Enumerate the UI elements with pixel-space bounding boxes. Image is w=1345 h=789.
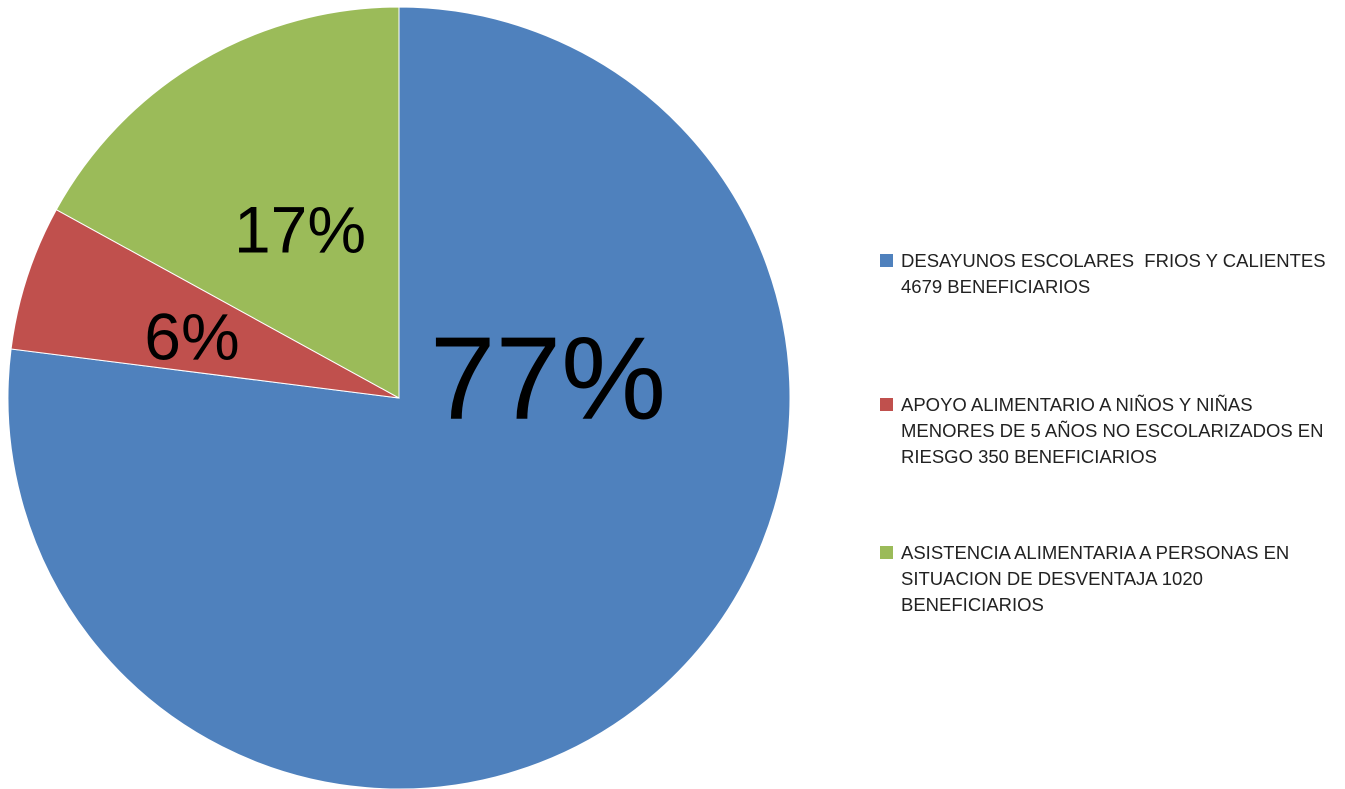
pie-slice	[7, 6, 791, 789]
legend-item: ASISTENCIA ALIMENTARIA A PERSONAS EN SIT…	[880, 540, 1335, 618]
legend-swatch	[880, 398, 893, 411]
data-label: 17%	[234, 192, 366, 266]
data-label: 6%	[144, 299, 239, 373]
data-label: 77%	[430, 313, 666, 445]
pie-slice	[10, 208, 400, 399]
legend-label: APOYO ALIMENTARIO A NIÑOS Y NIÑAS MENORE…	[901, 394, 1329, 467]
legend-label: DESAYUNOS ESCOLARES FRIOS Y CALIENTES 46…	[901, 250, 1331, 297]
legend-swatch	[880, 546, 893, 559]
pie-slice	[55, 6, 400, 399]
legend-label: ASISTENCIA ALIMENTARIA A PERSONAS EN SIT…	[901, 542, 1295, 615]
legend-item: APOYO ALIMENTARIO A NIÑOS Y NIÑAS MENORE…	[880, 392, 1335, 470]
legend-swatch	[880, 254, 893, 267]
legend-item: DESAYUNOS ESCOLARES FRIOS Y CALIENTES 46…	[880, 248, 1335, 300]
